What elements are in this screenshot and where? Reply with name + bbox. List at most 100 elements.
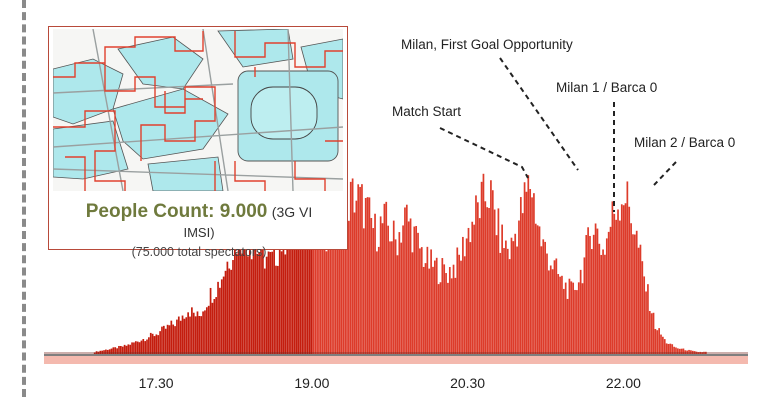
- bar: [120, 346, 122, 354]
- bar: [648, 311, 651, 354]
- bar: [405, 204, 408, 354]
- bar: [549, 265, 552, 354]
- bar: [258, 252, 261, 354]
- bar: [630, 223, 632, 354]
- bar: [327, 219, 330, 354]
- bar: [645, 291, 647, 354]
- x-ticks: 17.30 19.00 20.30 22.00: [139, 375, 642, 391]
- bar: [589, 235, 591, 354]
- bar: [284, 254, 287, 354]
- bar: [177, 316, 180, 354]
- bar: [226, 261, 229, 354]
- bar: [116, 348, 118, 354]
- bar: [570, 281, 573, 354]
- bar: [368, 197, 371, 354]
- bar: [140, 340, 143, 354]
- bar: [211, 302, 214, 354]
- bar: [187, 312, 189, 354]
- annotation-match-start: Match Start: [392, 104, 462, 119]
- bar: [490, 180, 492, 354]
- bar: [366, 197, 369, 354]
- bar: [613, 213, 616, 354]
- bar: [501, 224, 503, 354]
- bar: [127, 344, 130, 354]
- bar: [450, 278, 453, 354]
- bar: [473, 224, 475, 354]
- bar: [318, 230, 320, 354]
- bar: [512, 241, 515, 354]
- bar: [607, 231, 610, 354]
- bar: [617, 209, 619, 354]
- bar: [170, 320, 173, 354]
- bar: [155, 334, 158, 354]
- bar: [542, 239, 545, 354]
- bar: [348, 220, 350, 354]
- bar: [428, 268, 431, 354]
- bar: [198, 316, 201, 354]
- bar: [478, 218, 481, 354]
- bar: [635, 230, 638, 354]
- bar: [598, 243, 601, 354]
- bar: [312, 186, 315, 354]
- bar: [215, 297, 218, 354]
- bar: [392, 220, 395, 354]
- bar: [407, 221, 410, 354]
- bar: [587, 227, 589, 354]
- bar: [574, 289, 576, 354]
- bar: [491, 190, 494, 354]
- bar: [271, 251, 274, 354]
- bar: [308, 211, 311, 354]
- bar: [323, 245, 326, 354]
- bar: [605, 238, 608, 354]
- bar: [316, 191, 318, 354]
- bar: [678, 348, 681, 354]
- leader-first-goal: [499, 57, 579, 171]
- bar: [106, 349, 109, 354]
- total-spectators-label: (75.000 total spectators): [131, 245, 267, 259]
- bar: [306, 211, 309, 354]
- bar: [172, 324, 175, 354]
- bar: [189, 316, 191, 354]
- bar: [191, 307, 193, 354]
- bar: [488, 207, 490, 354]
- bar: [652, 312, 655, 354]
- bar: [486, 207, 489, 354]
- bar: [123, 344, 126, 354]
- bar: [351, 178, 354, 354]
- annotation-leaders: [439, 57, 677, 212]
- bar: [181, 315, 184, 354]
- x-tick-label: 17.30: [139, 375, 174, 391]
- bar: [404, 207, 406, 354]
- stadium-pitch: [250, 86, 318, 140]
- bar: [684, 350, 687, 354]
- bar: [633, 234, 636, 354]
- bar: [643, 276, 646, 354]
- bar: [402, 225, 404, 354]
- bar: [531, 197, 533, 354]
- bar: [396, 255, 399, 354]
- bar: [499, 252, 502, 354]
- map-block-north: [117, 36, 204, 90]
- bar: [591, 249, 593, 354]
- bar: [628, 206, 631, 354]
- bar: [209, 287, 212, 354]
- bar: [256, 253, 259, 354]
- bar: [475, 195, 477, 354]
- bar: [680, 348, 683, 354]
- bar: [400, 242, 403, 354]
- bar: [286, 248, 289, 354]
- bar: [129, 344, 132, 354]
- bar: [183, 318, 186, 354]
- bar: [460, 260, 462, 354]
- bar: [534, 223, 537, 354]
- bar: [548, 270, 550, 354]
- bar: [101, 350, 104, 354]
- bar: [523, 182, 526, 354]
- bar: [462, 236, 464, 354]
- leader-match-start: [439, 127, 529, 179]
- bar: [562, 288, 565, 354]
- bar: [202, 311, 204, 354]
- bar: [663, 339, 666, 354]
